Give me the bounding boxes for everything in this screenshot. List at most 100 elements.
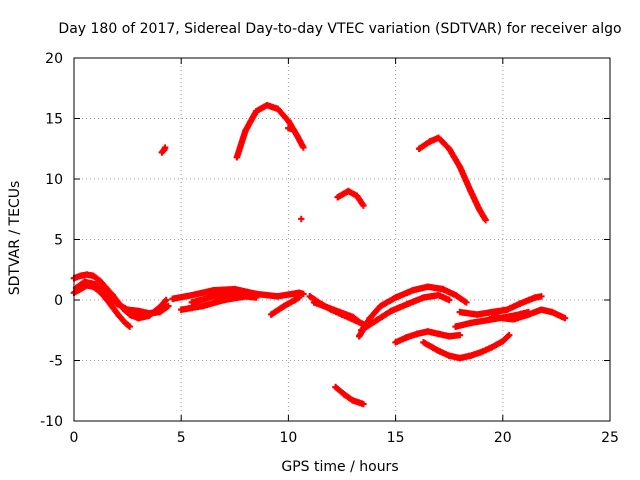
y-tick-label: -5	[49, 354, 63, 370]
data-point	[531, 294, 539, 301]
chart-title: Day 180 of 2017, Sidereal Day-to-day VTE…	[58, 21, 621, 37]
data-point	[349, 397, 356, 404]
data-point	[409, 287, 416, 294]
data-point	[145, 312, 153, 319]
data-point	[413, 330, 421, 338]
data-point	[538, 293, 545, 300]
data-point	[268, 311, 275, 318]
data-point	[161, 144, 169, 151]
y-tick-label: 10	[45, 172, 63, 188]
data-point	[446, 352, 453, 359]
data-point	[499, 337, 506, 345]
data-point	[360, 202, 367, 209]
data-point	[510, 316, 517, 323]
data-point	[274, 105, 281, 113]
x-tick-label: 15	[387, 430, 405, 446]
series-arc-q	[355, 283, 470, 340]
data-point	[162, 296, 170, 304]
series-arc-n	[310, 299, 369, 330]
data-point	[478, 348, 485, 356]
data-point	[300, 290, 307, 298]
data-point	[358, 327, 365, 334]
data-point	[199, 302, 206, 310]
y-tick-label: 20	[45, 51, 63, 67]
grid-lines	[74, 58, 610, 421]
x-tick-label: 5	[177, 430, 186, 446]
series-arc-x	[488, 306, 569, 323]
data-point	[482, 216, 489, 224]
data-point	[285, 124, 292, 132]
axes	[73, 57, 611, 422]
data-point	[488, 313, 496, 321]
data-point	[124, 306, 131, 313]
data-point	[403, 334, 410, 341]
tick-labels: 0 5 10 15 20 25 -10 -5 0 5 10 15 20	[40, 51, 619, 446]
data-point	[377, 302, 384, 310]
data-point	[188, 291, 196, 299]
data-point	[242, 291, 249, 299]
series-arc-o	[334, 187, 367, 209]
data-point	[165, 302, 172, 310]
data-point	[488, 343, 496, 351]
data-point	[280, 302, 288, 310]
data-point	[242, 127, 249, 134]
data-point	[525, 311, 532, 318]
data-point	[345, 187, 352, 195]
data-point	[90, 272, 97, 279]
data-point	[102, 284, 110, 292]
series-arc-t	[415, 134, 489, 224]
y-tick-label: -10	[40, 414, 63, 430]
data-point	[435, 291, 442, 299]
data-point	[188, 299, 196, 306]
data-point	[435, 330, 442, 338]
data-point	[561, 314, 569, 322]
data-point	[126, 323, 133, 330]
data-point	[370, 318, 378, 325]
data-point	[156, 304, 163, 311]
x-tick-label: 0	[70, 430, 79, 446]
data-point	[467, 319, 474, 327]
data-point	[332, 383, 339, 391]
series-arc-k	[268, 294, 303, 318]
data-point	[293, 132, 301, 139]
data-point	[300, 144, 307, 151]
data-point	[291, 296, 299, 304]
data-point	[253, 108, 260, 115]
data-point	[334, 193, 341, 201]
data-point	[439, 285, 446, 293]
data-point	[424, 283, 431, 290]
data-series	[70, 101, 569, 408]
marker-trail	[504, 332, 512, 340]
data-point	[295, 294, 303, 301]
data-point	[435, 347, 442, 355]
series-arc-l	[298, 215, 305, 223]
data-point	[360, 400, 367, 408]
y-tick-label: 5	[54, 233, 63, 249]
data-point	[420, 294, 427, 301]
data-point	[336, 308, 344, 316]
data-point	[349, 313, 356, 321]
data-point	[126, 311, 133, 318]
data-point	[323, 304, 331, 311]
data-point	[231, 290, 238, 298]
data-point	[77, 272, 84, 279]
series-arc-r	[358, 291, 453, 334]
series-arc-j	[285, 124, 296, 133]
data-point	[463, 299, 470, 306]
data-point	[420, 339, 427, 346]
series-arc-u	[420, 331, 513, 362]
data-point	[135, 314, 142, 322]
data-point	[113, 300, 121, 307]
data-point	[388, 307, 395, 315]
data-point	[476, 206, 483, 213]
series-arc-f	[169, 285, 307, 302]
data-point	[81, 278, 88, 286]
y-tick-label: 0	[54, 293, 63, 309]
data-point	[467, 187, 474, 195]
series-arc-d	[126, 296, 170, 322]
series-arc-e	[158, 144, 169, 156]
data-point	[392, 294, 399, 301]
series-arc-w	[456, 293, 545, 318]
data-point	[233, 154, 241, 161]
